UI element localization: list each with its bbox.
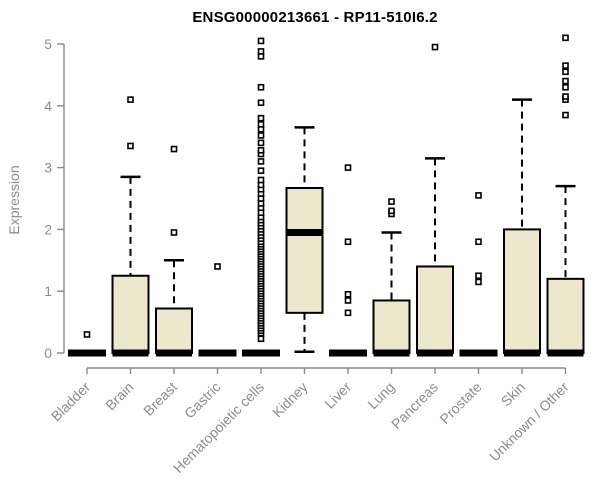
x-tick-label: Pancreas	[388, 379, 441, 432]
outlier-point	[214, 263, 221, 270]
outlier-point	[257, 83, 265, 91]
box	[155, 307, 193, 354]
x-tick-label: Kidney	[269, 379, 311, 421]
median-line	[504, 349, 540, 357]
x-tick-label: Brain	[102, 379, 136, 413]
outlier-point	[475, 272, 482, 280]
outlier-point	[170, 229, 178, 236]
outlier-point	[257, 48, 265, 55]
x-tick-label: Lung	[364, 379, 397, 412]
flat-box	[242, 349, 280, 357]
outlier-point	[344, 290, 352, 298]
outlier-point	[83, 331, 91, 338]
x-tick-label: Breast	[140, 379, 180, 419]
outlier-point	[344, 297, 352, 304]
outlier-point	[388, 198, 395, 205]
outlier-point	[127, 96, 134, 103]
x-tick-label: Skin	[498, 379, 529, 410]
box	[503, 228, 541, 354]
median-line	[112, 349, 149, 357]
box	[111, 274, 150, 354]
outlier-point	[562, 34, 569, 42]
outlier-point	[257, 335, 265, 343]
outlier-point	[562, 83, 569, 91]
outlier-point	[257, 167, 265, 174]
outlier-point	[257, 139, 265, 147]
outlier-point	[127, 142, 134, 150]
outlier-point	[170, 145, 178, 153]
outlier-point	[388, 207, 395, 215]
box	[416, 265, 454, 355]
outlier-point	[344, 309, 352, 317]
outlier-point	[562, 77, 569, 85]
outlier-point	[257, 99, 265, 107]
flat-box	[198, 349, 237, 357]
outlier-point	[562, 111, 569, 119]
outlier-point	[257, 176, 265, 184]
y-tick-label: 0	[44, 345, 52, 361]
box	[546, 277, 585, 354]
y-tick-label: 4	[44, 98, 52, 114]
outlier-point	[562, 93, 569, 100]
median-line	[417, 349, 453, 357]
y-tick-label: 1	[44, 283, 52, 299]
y-tick-label: 2	[44, 221, 52, 237]
outlier-point	[257, 37, 265, 45]
median-line	[373, 349, 410, 357]
outlier-point	[257, 114, 265, 122]
flat-box	[459, 349, 498, 357]
x-tick-label: Unknown / Other	[486, 379, 572, 465]
flat-box	[68, 349, 106, 357]
outlier-point	[562, 62, 569, 69]
outlier-point	[431, 43, 439, 51]
outlier-point	[257, 132, 265, 139]
median-line	[156, 349, 192, 357]
outlier-point	[475, 192, 482, 199]
box	[372, 299, 411, 354]
outlier-point	[257, 146, 265, 154]
outlier-point	[475, 238, 482, 246]
x-tick-label: Prostate	[436, 379, 484, 427]
outlier-point	[257, 158, 265, 165]
outlier-point	[344, 238, 352, 246]
outlier-point	[344, 164, 352, 171]
x-tick-label: Gastric	[181, 379, 224, 422]
chart-title: ENSG00000213661 - RP11-510I6.2	[192, 9, 438, 26]
outlier-point	[475, 278, 482, 286]
x-tick-label: Liver	[321, 379, 354, 412]
y-tick-label: 5	[44, 36, 52, 52]
outlier-point	[257, 121, 265, 128]
y-tick-label: 3	[44, 160, 52, 176]
median-line	[286, 228, 323, 236]
x-tick-label: Bladder	[48, 379, 94, 425]
box	[285, 186, 324, 314]
flat-box	[329, 349, 367, 357]
median-line	[547, 349, 584, 357]
outlier-point	[562, 68, 569, 76]
